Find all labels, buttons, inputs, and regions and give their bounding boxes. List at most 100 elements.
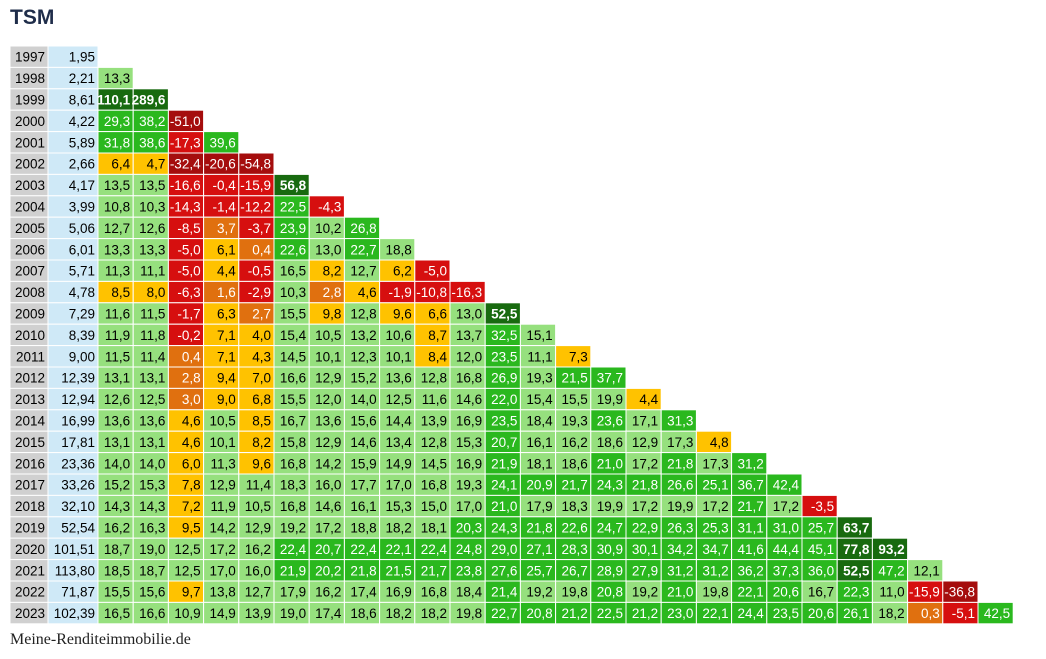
return-cell-label: 4,3 (252, 349, 271, 364)
return-cell-label: 18,8 (350, 521, 376, 536)
price-cell-label: 4,22 (69, 114, 95, 129)
return-cell: 9,8 (308, 302, 345, 325)
return-cell: 7,1 (203, 345, 240, 368)
price-cell-label: 7,29 (69, 307, 95, 322)
return-cell-label: 12,5 (139, 392, 165, 407)
return-cell-label: 12,8 (350, 307, 376, 322)
price-cell: 4,17 (47, 173, 99, 197)
return-cell-label: 11,1 (527, 349, 552, 364)
return-cell: 10,5 (308, 323, 345, 347)
return-cell-label: 12,3 (350, 349, 376, 364)
return-cell: 21,7 (731, 494, 768, 518)
year-cell-label: 2014 (15, 414, 46, 429)
return-cell-label: -5,0 (177, 242, 200, 257)
return-cell-label: 11,9 (105, 328, 130, 343)
return-cell: 17,2 (695, 494, 733, 518)
return-cell-label: 14,4 (386, 414, 413, 429)
price-cell: 5,71 (47, 259, 99, 282)
return-cell: 4,3 (238, 345, 275, 368)
return-cell: 17,4 (308, 601, 345, 625)
return-cell: 22,1 (695, 601, 733, 625)
return-cell-label: 31,0 (773, 521, 799, 536)
return-cell-label: 24,7 (597, 521, 623, 536)
return-cell-label: 27,6 (491, 563, 517, 578)
return-cell-label: -0,2 (177, 328, 200, 343)
return-cell-label: 38,6 (139, 135, 165, 150)
year-cell: 2000 (9, 109, 49, 133)
return-cell-label: 16,9 (456, 456, 482, 471)
return-cell-label: 13,1 (139, 435, 165, 450)
return-cell-label: 41,6 (738, 542, 764, 557)
return-cell-label: 10,5 (245, 499, 271, 514)
return-cell: 23,5 (484, 409, 521, 432)
return-cell: 18,6 (590, 430, 627, 454)
price-cell-label: 71,87 (61, 585, 95, 600)
return-cell-label: 23,9 (280, 221, 306, 236)
return-cell: 16,8 (414, 580, 451, 603)
return-cell-label: 8,0 (147, 285, 166, 300)
return-cell-label: 0,4 (252, 242, 271, 257)
return-cell-label: 21,0 (667, 585, 693, 600)
return-cell: 16,1 (343, 494, 381, 518)
return-cell: 18,2 (871, 601, 909, 625)
return-cell-label: 2,8 (323, 285, 342, 300)
return-cell: 24,1 (484, 473, 521, 496)
return-cell-label: 13,6 (139, 414, 165, 429)
return-cell: 13,5 (132, 173, 169, 197)
page-title: TSM (10, 6, 55, 29)
return-cell: 19,2 (273, 516, 310, 539)
return-cell: 12,7 (343, 259, 381, 282)
return-cell: 7,8 (167, 473, 205, 496)
return-cell: 21,0 (660, 580, 697, 603)
return-cell-label: 12,9 (315, 371, 341, 386)
return-cell: 12,8 (343, 302, 381, 325)
return-cell: -1,7 (167, 302, 205, 325)
return-cell-label: 16,8 (421, 585, 447, 600)
return-cell: 21,8 (343, 559, 381, 582)
return-cell-label: -1,4 (213, 200, 237, 215)
return-cell-label: 24,3 (491, 521, 517, 536)
return-cell: 14,6 (308, 494, 345, 518)
return-cell-label: 77,8 (843, 542, 870, 557)
return-cell-label: 19,0 (280, 606, 306, 621)
return-cell-label: 12,0 (315, 392, 341, 407)
price-cell-label: 5,71 (69, 264, 95, 279)
return-cell: 16,3 (132, 516, 169, 539)
price-cell: 5,06 (47, 216, 99, 240)
price-cell-label: 23,36 (61, 456, 95, 471)
return-cell: 31,2 (731, 452, 768, 475)
return-cell-label: 30,9 (597, 542, 623, 557)
price-cell-label: 16,99 (61, 414, 95, 429)
return-cell: 18,8 (379, 238, 416, 261)
return-cell-label: 7,1 (217, 328, 236, 343)
return-cell: 6,8 (238, 387, 275, 411)
return-cell-label: 45,1 (808, 542, 834, 557)
return-cell-label: 21,2 (632, 606, 658, 621)
return-cell-label: 6,1 (217, 242, 236, 257)
return-cell-label: 3,7 (217, 221, 236, 236)
return-cell-label: 1,6 (217, 285, 236, 300)
return-cell: -0,5 (238, 259, 275, 282)
return-cell: 21,8 (660, 452, 697, 475)
return-cell: 2,8 (167, 366, 205, 389)
year-cell: 1997 (9, 45, 49, 68)
return-cell: 14,3 (97, 494, 134, 518)
year-cell: 2019 (9, 516, 49, 539)
return-cell-label: 18,4 (526, 414, 553, 429)
return-cell-label: 23,6 (597, 414, 623, 429)
price-cell-label: 6,01 (69, 242, 95, 257)
return-cell-label: 37,7 (597, 371, 623, 386)
return-cell: 17,0 (203, 559, 240, 582)
return-cell-label: 16,3 (139, 521, 165, 536)
return-cell-label: 20,7 (315, 542, 341, 557)
return-cell-label: 10,5 (210, 414, 236, 429)
return-cell: 26,1 (836, 601, 873, 625)
return-cell: 8,5 (97, 280, 134, 304)
return-cell-label: 15,3 (139, 478, 165, 493)
return-cell: 16,0 (308, 473, 345, 496)
return-cell-label: 18,3 (562, 499, 588, 514)
return-cell-label: 22,3 (843, 585, 869, 600)
return-cell: 23,0 (660, 601, 697, 625)
return-cell-label: 19,2 (280, 521, 306, 536)
return-cell-label: 18,5 (104, 563, 130, 578)
